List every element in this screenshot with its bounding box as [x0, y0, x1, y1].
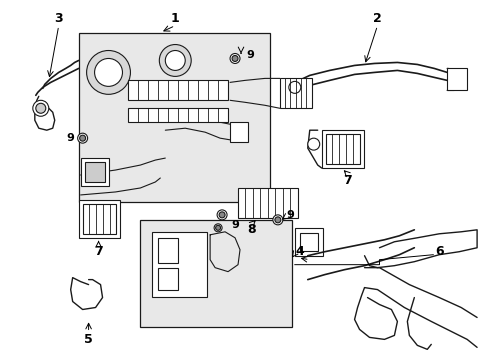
Bar: [294, 228, 322, 256]
Bar: [82, 204, 116, 234]
Circle shape: [219, 212, 224, 218]
Bar: [238, 188, 297, 218]
Text: 7: 7: [343, 174, 351, 186]
Text: 7: 7: [94, 245, 103, 258]
Bar: [158, 268, 178, 289]
Circle shape: [165, 50, 185, 71]
Bar: [81, 158, 108, 186]
Text: 9: 9: [285, 210, 293, 220]
Text: 9: 9: [231, 220, 239, 230]
Circle shape: [307, 138, 319, 150]
Bar: [152, 232, 207, 297]
Bar: [128, 108, 227, 122]
Circle shape: [159, 45, 191, 76]
Bar: [128, 80, 227, 100]
Bar: [79, 200, 120, 238]
Bar: [84, 162, 104, 182]
Bar: [140, 220, 291, 328]
Bar: [229, 122, 247, 142]
Bar: [325, 134, 359, 164]
Text: 9: 9: [66, 133, 75, 143]
Circle shape: [217, 210, 226, 220]
Circle shape: [78, 133, 87, 143]
Bar: [79, 32, 269, 202]
Text: 1: 1: [170, 12, 179, 25]
Bar: [279, 78, 311, 108]
Circle shape: [288, 81, 300, 93]
Text: 9: 9: [245, 50, 253, 60]
Circle shape: [86, 50, 130, 94]
Bar: [447, 68, 466, 90]
Circle shape: [214, 224, 222, 232]
Text: 8: 8: [247, 223, 256, 236]
Circle shape: [80, 135, 85, 141]
Text: 3: 3: [54, 12, 63, 25]
Circle shape: [36, 103, 46, 113]
Bar: [158, 238, 178, 263]
Circle shape: [33, 100, 49, 116]
Bar: [321, 130, 363, 168]
Text: 5: 5: [84, 333, 93, 346]
Circle shape: [94, 58, 122, 86]
Text: 6: 6: [434, 245, 443, 258]
Circle shape: [272, 215, 282, 225]
Circle shape: [232, 55, 238, 62]
Text: 2: 2: [372, 12, 381, 25]
Text: 4: 4: [295, 245, 304, 258]
Bar: [299, 233, 317, 251]
Circle shape: [229, 54, 240, 63]
Circle shape: [215, 225, 220, 230]
Circle shape: [274, 217, 280, 223]
